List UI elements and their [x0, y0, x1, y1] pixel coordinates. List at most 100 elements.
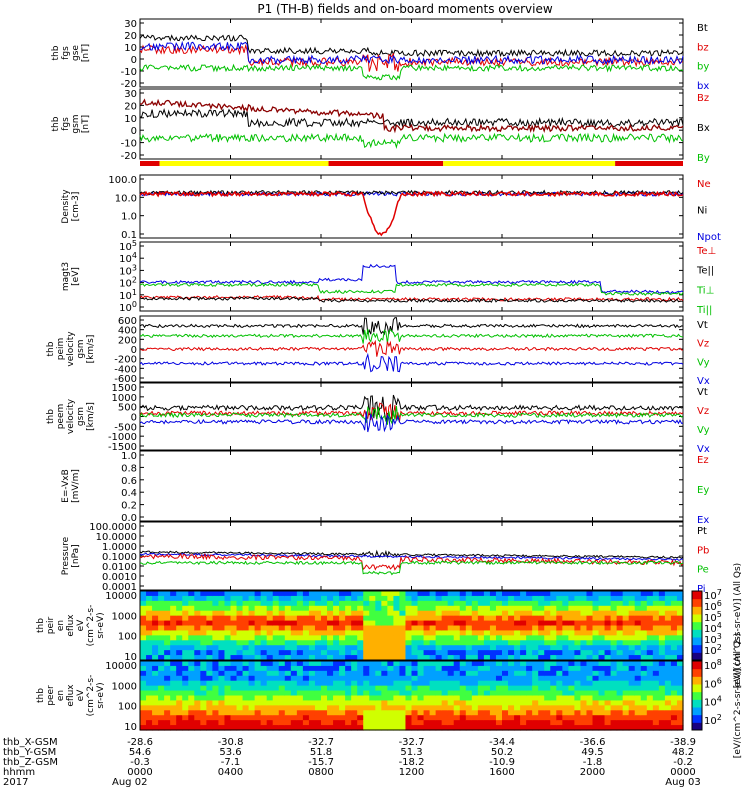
spectrogram-cell	[182, 610, 189, 617]
spectrogram-cell	[182, 715, 189, 721]
spectrogram-cell	[664, 665, 672, 672]
spectrogram-cell	[224, 591, 232, 597]
spectrogram-cell	[664, 620, 672, 627]
spectrogram-cell	[164, 665, 171, 672]
spectrogram-cell	[508, 630, 515, 636]
spectrogram-cell	[290, 670, 298, 677]
spectrogram-cell	[502, 665, 509, 672]
spectrogram-cell	[327, 591, 334, 597]
spectrogram-cell	[182, 695, 189, 702]
colorbar-swatch	[692, 621, 702, 630]
spectrogram-cell	[357, 595, 364, 602]
spectrogram-cell	[290, 690, 298, 697]
spectrogram-cell	[411, 685, 419, 692]
spectrogram-cell	[664, 600, 672, 607]
spectrogram-cell	[399, 680, 407, 687]
spectrogram-cell	[248, 690, 256, 697]
spectrogram-cell	[495, 591, 503, 597]
spectrogram-cell	[236, 670, 244, 677]
spectrogram-cell	[357, 700, 364, 706]
legend-bz: Bz	[697, 93, 709, 104]
y-tick-label: 200	[118, 335, 137, 346]
spectrogram-cell	[339, 680, 346, 687]
spectrogram-cell	[200, 645, 207, 651]
spectrogram-cell	[489, 715, 497, 721]
spectrogram-cell	[495, 690, 503, 697]
legend-vz: Vz	[697, 406, 709, 417]
spectrogram-cell	[538, 725, 545, 731]
ephemeris-value: -18.2	[399, 757, 425, 768]
spectrogram-cell	[616, 720, 624, 726]
spectrogram-cell	[514, 720, 521, 726]
spectrogram-cell	[417, 725, 425, 731]
spectrogram-cell	[628, 591, 636, 597]
spectrogram-cell	[628, 725, 636, 731]
spectrogram-cell	[242, 645, 250, 651]
spectrogram-cell	[471, 610, 479, 617]
spectrogram-cell	[502, 640, 509, 646]
spectrogram-cell	[622, 700, 630, 706]
spectrogram-cell	[164, 661, 171, 667]
spectrogram-cell	[393, 710, 401, 716]
spectrogram-cell	[471, 600, 479, 607]
spectrogram-cell	[465, 635, 473, 641]
spectrogram-cell	[260, 710, 268, 716]
spectrogram-cell	[146, 650, 153, 656]
spectrogram-cell	[508, 640, 515, 646]
spectrogram-cell	[218, 665, 226, 672]
spectrogram-cell	[345, 605, 352, 612]
spectrogram-cell	[562, 690, 569, 697]
spectrogram-cell	[520, 720, 527, 726]
spectrogram-cell	[393, 625, 401, 632]
spectrogram-cell	[568, 650, 575, 656]
spectrogram-cell	[140, 595, 147, 602]
spectrogram-cell	[592, 605, 600, 612]
spectrogram-cell	[495, 720, 503, 726]
spectrogram-cell	[405, 665, 413, 672]
spectrogram-cell	[502, 630, 509, 636]
spectrogram-cell	[508, 650, 515, 656]
spectrogram-cell	[435, 591, 443, 597]
spectrogram-cell	[212, 710, 220, 716]
spectrogram-cell	[508, 705, 515, 711]
spectrogram-cell	[640, 615, 648, 622]
y-tick-label: 20	[124, 101, 137, 112]
spectrogram-cell	[327, 661, 334, 667]
spectrogram-cell	[640, 665, 648, 672]
spectrogram-cell	[562, 591, 569, 597]
spectrogram-cell	[471, 650, 479, 656]
spectrogram-cell	[471, 675, 479, 682]
spectrogram-cell	[550, 695, 557, 702]
spectrogram-cell	[351, 670, 358, 677]
spectrogram-cell	[526, 690, 533, 697]
spectrogram-cell	[339, 655, 346, 661]
spectrogram-cell	[260, 720, 268, 726]
spectrogram-cell	[628, 620, 636, 627]
spectrogram-cell	[182, 595, 189, 602]
spectrogram-cell	[357, 675, 364, 682]
spectrogram-cell	[218, 725, 226, 731]
spectrogram-cell	[508, 725, 515, 731]
spectrogram-cell	[236, 630, 244, 636]
spectrogram-cell	[357, 640, 364, 646]
y-tick-label: -200	[114, 355, 137, 366]
spectrogram-cell	[477, 640, 485, 646]
y-tick-label: -500	[114, 422, 137, 433]
spectrogram-cell	[658, 720, 666, 726]
spectrogram-cell	[610, 690, 618, 697]
y-tick-label: 10000	[105, 591, 137, 602]
spectrogram-cell	[146, 661, 153, 667]
spectrogram-cell	[206, 650, 213, 656]
spectrogram-cell	[242, 635, 250, 641]
spectrogram-cell	[278, 591, 286, 597]
spectrogram-cell	[411, 615, 419, 622]
spectrogram-cell	[532, 675, 539, 682]
spectrogram-cell	[580, 610, 588, 617]
spectrogram-cell	[278, 720, 286, 726]
spectrogram-cell	[489, 680, 497, 687]
spectrogram-cell	[206, 620, 213, 627]
spectrogram-cell	[471, 705, 479, 711]
spectrogram-cell	[459, 695, 467, 702]
spectrogram-cell	[495, 700, 503, 706]
spectrogram-cell	[465, 591, 473, 597]
